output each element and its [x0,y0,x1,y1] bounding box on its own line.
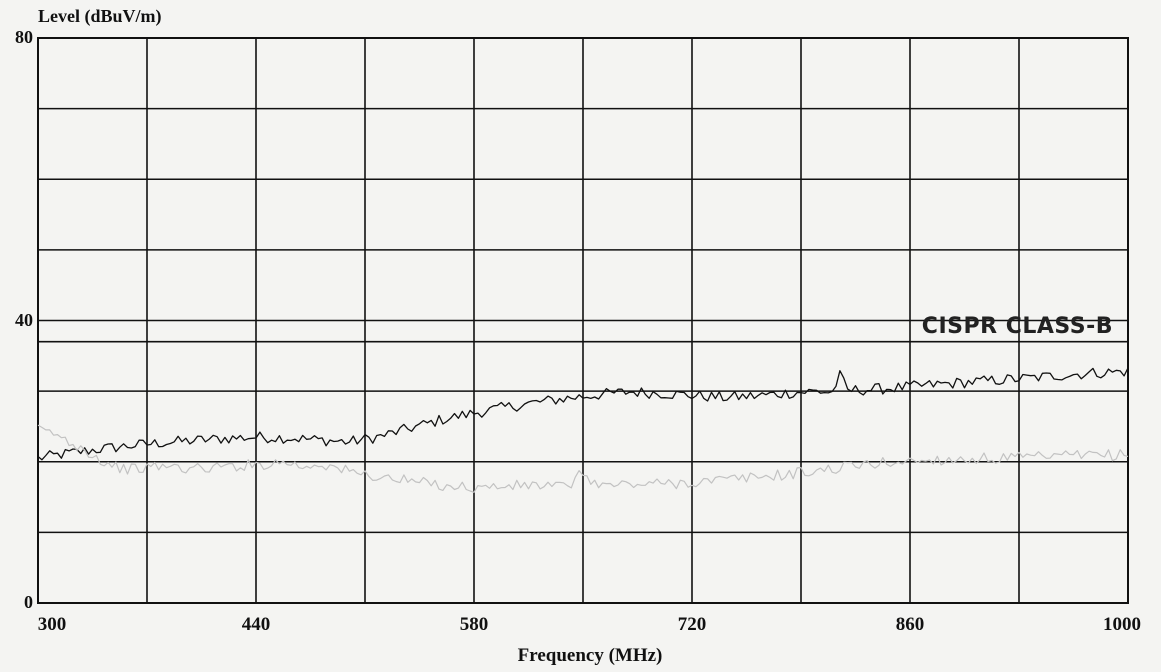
y-tick-label: 0 [24,592,33,612]
limit-line-label: CISPR CLASS-B [921,314,1113,339]
grid-lines [37,37,1129,604]
x-tick-label: 860 [895,614,925,635]
x-tick-label: 300 [37,614,67,635]
x-tick-label: 440 [241,614,271,635]
series-line-background [37,424,1129,493]
x-tick-label: 580 [459,614,489,635]
y-tick-label: 80 [15,27,33,47]
x-tick-label: 1000 [1103,614,1141,635]
series-line-peak [37,367,1129,461]
x-axis-label: Frequency (MHz) [517,645,663,666]
y-tick-label: 40 [15,309,33,330]
series-group [37,367,1129,493]
y-axis-label: Level (dBuV/m) [38,6,162,26]
x-tick-label: 720 [677,614,707,635]
